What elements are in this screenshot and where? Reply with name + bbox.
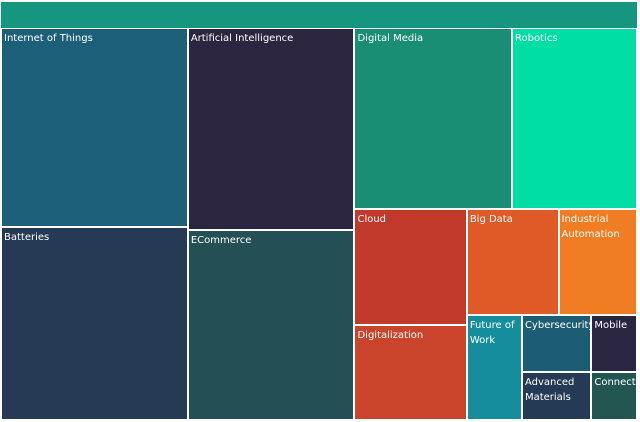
tile-label: Mobile: [594, 319, 628, 331]
tile-label: Digitalization: [357, 329, 424, 341]
tile: ECommerce: [187, 229, 355, 420]
tile-label: Future of Work: [469, 319, 515, 346]
tile-label: Digital Media: [357, 33, 424, 44]
tile-label: ECommerce: [190, 234, 252, 246]
tile-label: Industrial Automation: [561, 213, 620, 240]
tile: Cybersecurity: [521, 314, 592, 373]
tile: Industrial Automation: [558, 208, 637, 315]
tile-label: Robotics: [515, 33, 558, 44]
tile-label: Cybersecurity: [524, 319, 592, 331]
tile-label: Internet of Things: [4, 33, 93, 44]
tile-label: Batteries: [4, 231, 50, 243]
tile: Batteries: [1, 226, 188, 420]
tile: Internet of Things: [1, 28, 188, 227]
tile-label: Advanced Materials: [524, 377, 575, 404]
treemap: Internet of Things Batteries Artificial In…: [1, 28, 637, 420]
tile: Robotics: [512, 28, 637, 209]
tile: Artificial Intelligence: [187, 28, 355, 230]
tile: Advanced Materials: [521, 372, 592, 420]
tile-label: Connect: [594, 376, 636, 388]
tile: Big Data: [466, 208, 559, 315]
tile-label: Big Data: [469, 213, 513, 225]
tile: Connect: [591, 371, 637, 420]
tile: Digital Media: [354, 28, 513, 209]
tile-label: Cloud: [357, 213, 387, 225]
tile: Digitalization: [354, 324, 467, 420]
root-header: [1, 2, 637, 28]
tile: Mobile: [591, 314, 637, 372]
tile: Future of Work: [466, 314, 522, 420]
tile: Cloud: [354, 208, 467, 325]
tile-label: Artificial Intelligence: [190, 33, 294, 44]
